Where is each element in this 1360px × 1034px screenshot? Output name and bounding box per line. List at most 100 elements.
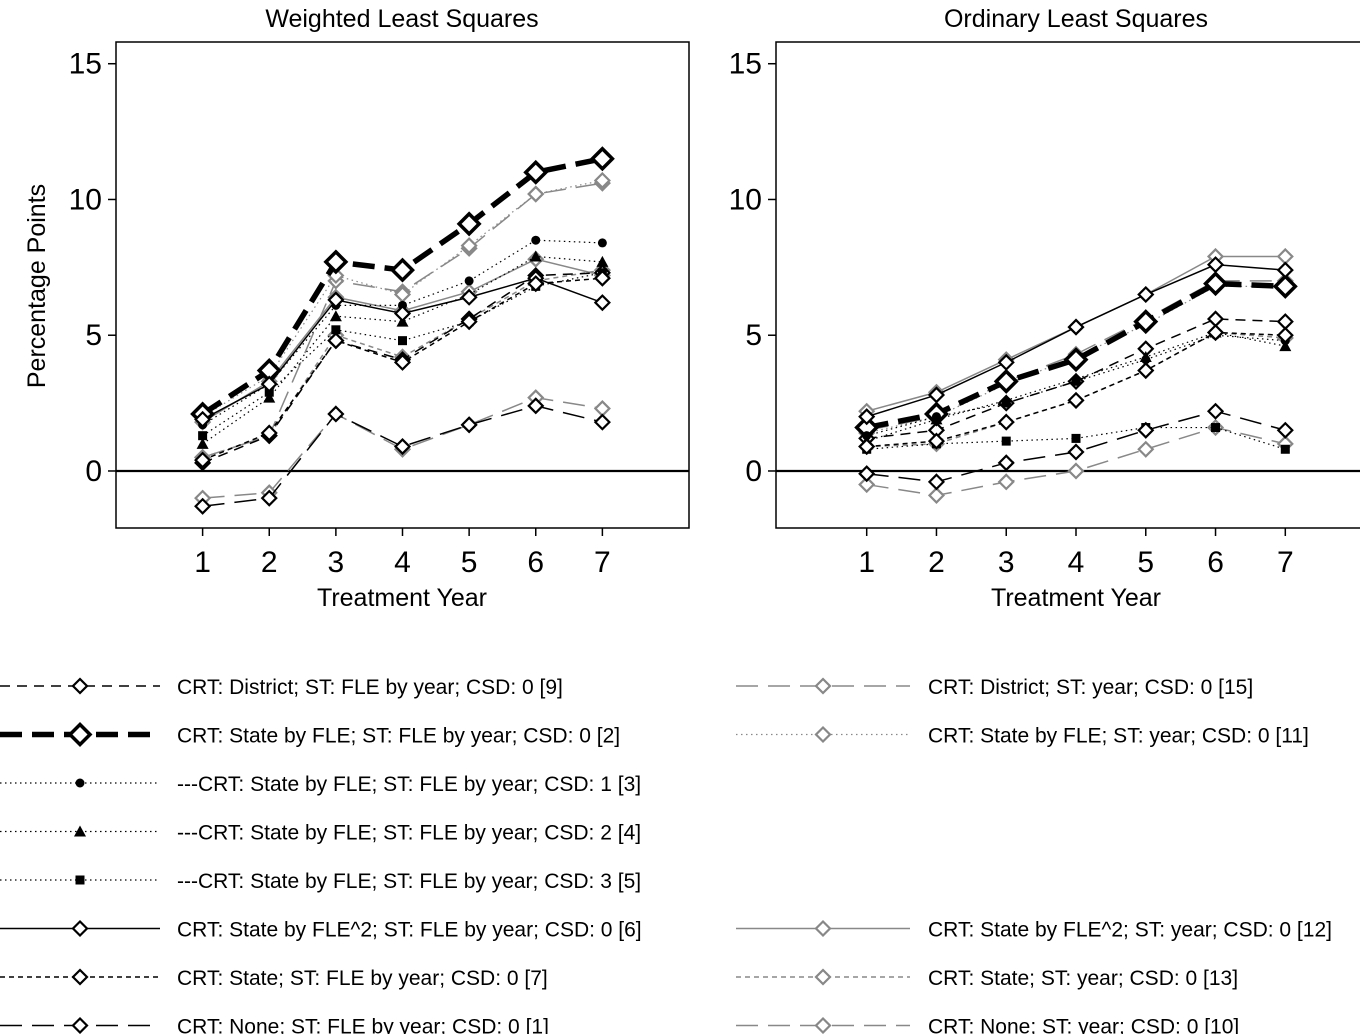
- wls-title: Weighted Least Squares: [265, 5, 538, 33]
- ols-xlabel: Treatment Year: [991, 584, 1161, 612]
- legend-marker: [814, 919, 832, 938]
- legend-label: CRT: District; ST: FLE by year; CSD: 0 […: [177, 676, 563, 699]
- data-point: [393, 353, 412, 371]
- series-group: [854, 247, 1298, 504]
- data-point: [1070, 372, 1082, 384]
- legend-entry-left: ---CRT: State by FLE; ST: FLE by year; C…: [0, 822, 641, 845]
- x-tick-label: 3: [328, 546, 345, 579]
- legend-label: CRT: State by FLE^2; ST: FLE by year; CS…: [177, 919, 642, 942]
- data-point: [196, 437, 209, 449]
- data-point: [593, 171, 611, 190]
- data-point: [589, 146, 615, 172]
- legend-marker: [814, 968, 832, 986]
- wls-xlabel: Treatment Year: [317, 584, 487, 612]
- data-point: [390, 257, 415, 283]
- data-point: [527, 397, 545, 415]
- data-point: [527, 275, 545, 293]
- legend-marker: [71, 968, 89, 986]
- y-tick-label: 10: [69, 183, 102, 216]
- legend-label: CRT: State by FLE; ST: year; CSD: 0 [11]: [928, 725, 1309, 748]
- data-point: [1000, 394, 1013, 406]
- data-point: [460, 288, 478, 306]
- data-point: [1067, 318, 1085, 336]
- y-tick-label: 10: [729, 183, 762, 216]
- series-7: [194, 397, 611, 515]
- data-point: [1206, 402, 1225, 420]
- legend-entry-left: CRT: District; ST: FLE by year; CSD: 0 […: [0, 676, 563, 699]
- x-tick-label: 6: [1207, 546, 1224, 579]
- data-point: [260, 489, 278, 507]
- x-tick-label: 2: [261, 546, 278, 579]
- legend-label: ---CRT: State by FLE; ST: FLE by year; C…: [177, 822, 641, 845]
- data-point: [393, 304, 412, 323]
- y-tick-label: 15: [729, 48, 762, 81]
- data-point: [997, 353, 1015, 371]
- legend-entry-right: CRT: None; ST: year; CSD: 0 [10]: [736, 1016, 1239, 1034]
- data-point: [327, 291, 345, 309]
- x-tick-label: 6: [527, 546, 544, 579]
- data-point: [393, 437, 412, 456]
- legend-label: CRT: State; ST: FLE by year; CSD: 0 [7]: [177, 967, 548, 990]
- series-9: [194, 171, 611, 426]
- x-tick-label: 1: [858, 546, 875, 579]
- data-point: [1063, 347, 1089, 373]
- ols-title: Ordinary Least Squares: [944, 5, 1208, 33]
- x-tick-label: 7: [594, 546, 611, 579]
- data-point: [1001, 436, 1011, 446]
- legend-entry-left: CRT: None; ST: FLE by year; CSD: 0 [1]: [0, 1016, 549, 1034]
- data-point: [927, 386, 946, 404]
- data-point: [1067, 391, 1085, 409]
- data-point: [323, 249, 349, 275]
- data-point: [527, 185, 545, 203]
- x-tick-label: 2: [928, 546, 945, 579]
- y-tick-label: 0: [85, 455, 102, 488]
- data-point: [456, 211, 482, 237]
- wls-panel: Weighted Least Squares Percentage Points…: [23, 5, 690, 612]
- legend-entry-left: CRT: State by FLE; ST: FLE by year; CSD:…: [0, 722, 620, 748]
- legend-marker: [71, 677, 89, 695]
- data-point: [927, 432, 946, 450]
- legend-label: CRT: District; ST: year; CSD: 0 [15]: [928, 676, 1253, 699]
- series-12: [858, 418, 1294, 504]
- data-point: [198, 431, 208, 441]
- legend-entry-left: ---CRT: State by FLE; ST: FLE by year; C…: [0, 773, 641, 796]
- data-point: [194, 497, 212, 515]
- legend-label: CRT: None; ST: year; CSD: 0 [10]: [928, 1016, 1239, 1034]
- legend-marker: [814, 1016, 832, 1034]
- data-point: [1139, 350, 1152, 362]
- data-point: [1067, 462, 1085, 480]
- data-point: [1276, 421, 1294, 439]
- data-point: [460, 237, 478, 255]
- legend-entry-left: CRT: State; ST: FLE by year; CSD: 0 [7]: [0, 967, 548, 990]
- data-point: [593, 269, 611, 287]
- series-group: [190, 146, 615, 515]
- data-point: [194, 410, 212, 428]
- data-point: [529, 250, 542, 262]
- legend-marker: [75, 778, 85, 788]
- data-point: [531, 235, 541, 245]
- legend-label: ---CRT: State by FLE; ST: FLE by year; C…: [177, 870, 641, 893]
- series-1: [190, 146, 615, 427]
- legend-marker: [74, 825, 86, 837]
- x-tick-label: 7: [1277, 546, 1294, 579]
- legend-marker: [75, 875, 85, 885]
- ols-panel: Ordinary Least Squares Treatment Year 0 5…: [729, 5, 1360, 612]
- data-point: [194, 451, 212, 469]
- data-point: [993, 368, 1019, 394]
- data-point: [260, 424, 278, 442]
- data-point: [523, 159, 549, 185]
- data-point: [329, 310, 342, 322]
- legend-entry-right: CRT: State by FLE^2; ST: year; CSD: 0 [1…: [736, 919, 1332, 942]
- x-tick-label: 1: [194, 546, 211, 579]
- data-point: [927, 486, 946, 504]
- data-point: [1206, 310, 1225, 328]
- legend: CRT: District; ST: FLE by year; CSD: 0 […: [0, 676, 1332, 1034]
- legend-entry-right: CRT: District; ST: year; CSD: 0 [15]: [736, 676, 1253, 699]
- data-point: [263, 391, 276, 403]
- data-point: [1272, 273, 1298, 299]
- data-point: [1137, 440, 1155, 458]
- legend-entry-right: CRT: State; ST: year; CSD: 0 [13]: [736, 967, 1238, 990]
- data-point: [327, 405, 345, 423]
- data-point: [930, 413, 943, 425]
- y-tick-label: 5: [85, 319, 102, 352]
